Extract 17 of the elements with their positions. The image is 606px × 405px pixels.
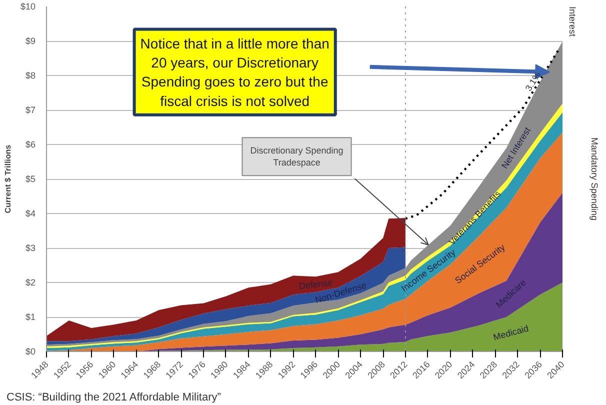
text: Interest [568, 6, 578, 38]
text: CSIS: “Building the 2021 Affordable Military” [6, 392, 222, 404]
annotation: Discretionary Spending Tradespace [250, 146, 344, 168]
y-tick-label: $3 [25, 243, 36, 253]
y-tick-label: $7 [25, 105, 36, 115]
y-tick-label: $6 [25, 140, 36, 150]
y-tick-label: $5 [25, 174, 36, 184]
y-tick-label: $2 [25, 278, 36, 288]
y-tick-label: $1 [25, 312, 36, 322]
y-tick-label: $9 [25, 36, 36, 46]
y-axis-title: Current $ Trillions [3, 144, 12, 214]
y-tick-label: $8 [25, 70, 36, 80]
annotation: Notice that in a little more than 20 years, our Discretionary Spending goes to zero but the fiscal crisis is not solved [140, 35, 330, 109]
y-tick-label: $4 [25, 208, 36, 218]
y-tick-label: $0 [25, 346, 36, 356]
text: Mandatory Spending [590, 137, 600, 221]
y-tick-label: $10 [20, 2, 36, 12]
